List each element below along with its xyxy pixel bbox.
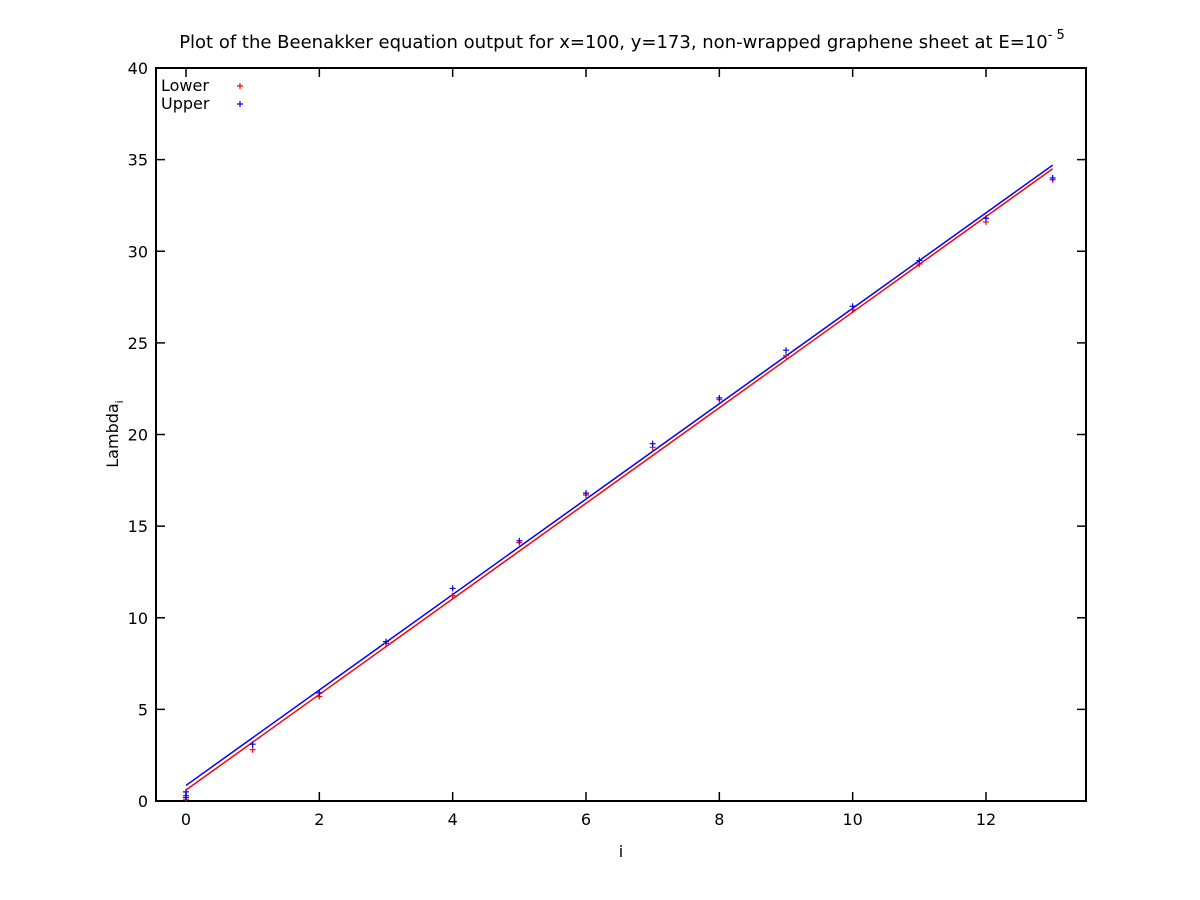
x-tick-label: 0: [181, 810, 191, 829]
x-tick-label: 10: [842, 810, 862, 829]
y-tick-label: 25: [128, 334, 148, 353]
point-upper: [183, 794, 189, 801]
point-lower: [249, 746, 256, 753]
fit-lines: [185, 164, 1054, 791]
point-upper: [516, 537, 523, 544]
legend-label-lower: Lower: [161, 76, 209, 95]
fit-line-lower: [185, 168, 1054, 791]
y-tick-label: 30: [128, 242, 148, 261]
y-tick-label: 0: [138, 792, 148, 811]
y-tick-label: 20: [128, 426, 148, 445]
y-tick-label: 35: [128, 151, 148, 170]
legend-marker-upper: [237, 101, 243, 107]
point-upper: [449, 585, 456, 592]
x-tick-label: 12: [976, 810, 996, 829]
axis-ticks: 0 2 4 6 8 10 12 0 5 10 15 20 25 30 35 40: [128, 59, 1086, 829]
x-tick-label: 8: [714, 810, 724, 829]
y-tick-label: 15: [128, 517, 148, 536]
y-axis-label-subscript: i: [113, 400, 126, 403]
y-tick-label: 40: [128, 59, 148, 78]
legend-label-upper: Upper: [161, 94, 210, 113]
chart-title-main: Plot of the Beenakker equation output fo…: [179, 32, 1048, 53]
data-points: [183, 174, 1056, 803]
point-upper: [916, 257, 923, 264]
x-tick-label: 6: [581, 810, 591, 829]
chart-title-exponent: - 5: [1048, 28, 1065, 43]
point-upper: [316, 689, 323, 696]
x-tick-label: 4: [448, 810, 458, 829]
point-upper: [1049, 174, 1056, 181]
point-upper: [983, 215, 989, 222]
plot-frame: [155, 67, 1087, 802]
chart-title: Plot of the Beenakker equation output fo…: [179, 28, 1065, 53]
point-upper: [849, 303, 856, 310]
point-upper: [183, 788, 189, 795]
x-axis-label: i: [619, 842, 623, 861]
y-tick-label: 10: [128, 609, 148, 628]
legend-marker-lower: [237, 83, 243, 89]
point-upper: [249, 741, 256, 748]
x-tick-label: 2: [314, 810, 324, 829]
point-upper: [649, 440, 656, 447]
point-lower: [783, 352, 789, 359]
y-tick-label: 5: [138, 700, 148, 719]
y-axis-label: Lambdai: [103, 400, 126, 467]
point-upper: [716, 394, 723, 401]
fit-line-upper: [185, 164, 1054, 787]
point-upper: [783, 347, 789, 354]
point-upper: [583, 490, 589, 497]
point-upper: [383, 638, 389, 645]
y-axis-label-main: Lambda: [103, 403, 122, 467]
point-lower: [449, 592, 456, 599]
